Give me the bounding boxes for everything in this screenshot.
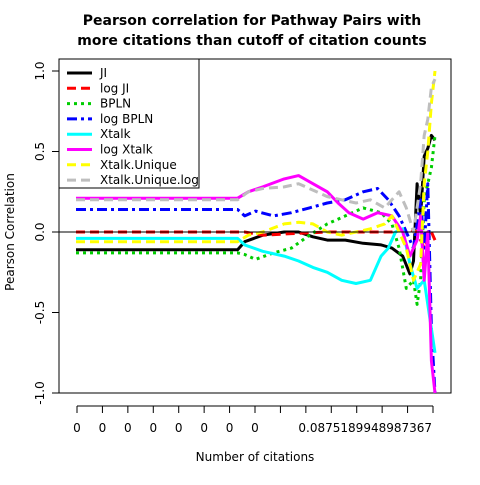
y-axis-label: Pearson Correlation [3,173,17,291]
series-line-6 [76,174,437,394]
x-tick-label: 0 [200,421,208,435]
legend-label: log Xtalk [100,143,153,157]
y-tick-label: -1.0 [33,381,47,404]
series-line-5 [76,227,437,354]
y-tick-label: 0.0 [33,222,47,241]
legend-label: Xtalk [100,127,131,141]
chart-title-line-2: more citations than cutoff of citation c… [77,33,426,49]
y-tick-label: -0.5 [33,301,47,324]
x-tick-label: 0 [99,421,107,435]
legend-label: BPLN [100,97,131,111]
legend-label: Xtalk.Unique [100,158,177,172]
x-tick-label: 0 [175,421,183,435]
x-tick-label: 0 [124,421,132,435]
x-axis: 0 0 0 0 0 0 0 0 0.0875189948987367 [73,405,434,435]
x-tick-label: 0 [226,421,234,435]
legend-label: log BPLN [100,112,153,126]
y-tick-label: 1.0 [33,61,47,80]
x-axis-label: Number of citations [196,450,315,464]
legend-label: log JI [100,81,129,95]
chart-title-line-1: Pearson correlation for Pathway Pairs wi… [83,13,421,29]
x-tick-label: 0 [149,421,157,435]
series-line-8 [76,78,437,234]
legend-box [58,58,200,189]
series-line-1 [76,133,437,276]
y-axis: 1.0 0.5 0.0 -0.5 -1.0 [33,61,60,405]
legend-label: JI [99,66,107,80]
x-tick-label: 0 [251,421,259,435]
legend-label: Xtalk.Unique.log [100,173,199,187]
y-tick-label: 0.5 [33,142,47,161]
x-tick-label: 0.0875189948987367 [298,421,432,435]
series-line-7 [76,70,437,282]
series-line-4 [76,182,437,394]
x-tick-label: 0 [73,421,81,435]
